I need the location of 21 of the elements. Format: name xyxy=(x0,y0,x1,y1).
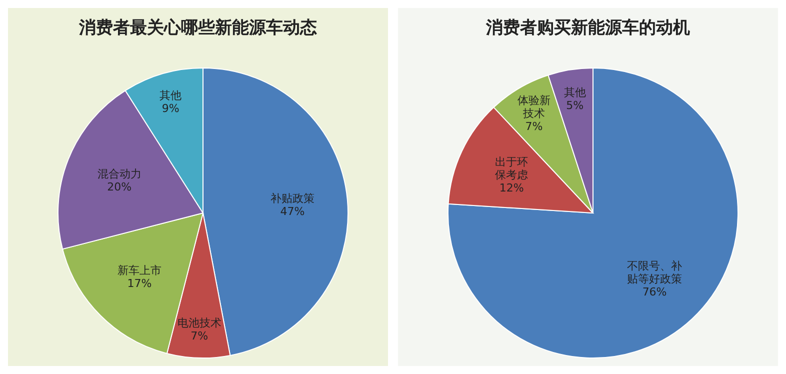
slice-label: 其他 xyxy=(160,89,182,102)
slice-label: 电池技术 xyxy=(177,316,222,330)
data-label: 12% xyxy=(499,182,524,195)
data-label: 5% xyxy=(566,98,584,112)
data-label: 7% xyxy=(190,329,208,342)
data-label: 9% xyxy=(162,102,180,116)
data-label: 17% xyxy=(127,277,152,290)
data-label: 20% xyxy=(107,180,132,194)
slice-label: 出于环保考虑 xyxy=(495,156,528,182)
slice-label: 其他 xyxy=(564,86,586,99)
pie-slice xyxy=(448,68,738,358)
data-label: 7% xyxy=(525,120,543,134)
slice-label: 补贴政策 xyxy=(270,192,314,206)
data-label: 47% xyxy=(280,205,305,218)
slice-label: 不限号、补贴等好政策 xyxy=(627,260,682,286)
slice-label: 体验新技术 xyxy=(517,94,550,120)
chart-title: 消费者最关心哪些新能源车动态 xyxy=(78,17,318,39)
slice-label: 新车上市 xyxy=(117,264,162,278)
chart-title: 消费者购买新能源车的动机 xyxy=(485,17,691,39)
data-label: 76% xyxy=(642,286,667,299)
slice-label: 混合动力 xyxy=(97,167,142,180)
